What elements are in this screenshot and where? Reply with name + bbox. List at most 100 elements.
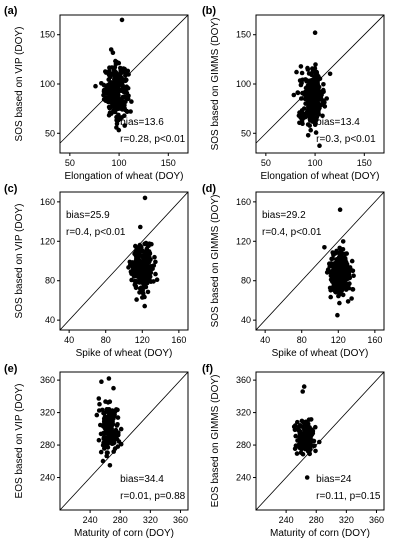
data-point (128, 109, 133, 114)
data-point (312, 30, 318, 35)
y-tick-label: 80 (241, 276, 251, 286)
plot-frame (255, 371, 385, 511)
x-tick-label: 320 (143, 515, 158, 525)
x-tick-label: 280 (309, 515, 324, 525)
data-point (145, 260, 151, 266)
data-point (339, 287, 345, 293)
data-point (298, 82, 304, 88)
data-point (293, 433, 299, 439)
data-point (305, 67, 311, 72)
data-point (308, 127, 314, 133)
y-tick-label: 80 (45, 276, 55, 286)
data-point (298, 64, 304, 69)
data-point (134, 258, 140, 263)
data-point (140, 253, 146, 259)
data-point (331, 252, 336, 258)
data-point (333, 290, 339, 295)
data-point (296, 424, 302, 430)
data-point (299, 96, 304, 101)
data-point (99, 379, 104, 385)
x-axis-label: Elongation of wheat (DOY) (261, 171, 380, 182)
data-point (305, 422, 311, 428)
data-point (137, 266, 143, 272)
data-point (308, 93, 314, 98)
data-point (340, 276, 346, 282)
data-point (111, 440, 117, 446)
x-axis-label: Maturity of corn (DOY) (270, 528, 370, 539)
data-point (328, 294, 334, 300)
data-point (306, 429, 311, 434)
data-point (97, 401, 102, 407)
data-point (331, 281, 337, 286)
data-point (110, 71, 115, 77)
panel-label: (e) (4, 363, 18, 375)
panel-label: (c) (4, 183, 18, 195)
panel-label: (b) (202, 5, 216, 17)
data-point (330, 256, 336, 261)
correlation-annotation: r=0.3, p<0.01 (316, 134, 376, 145)
data-point (307, 105, 313, 111)
data-point (126, 72, 131, 77)
data-point (310, 428, 316, 434)
data-point (98, 449, 104, 455)
data-point (118, 426, 124, 432)
data-point (313, 448, 318, 454)
data-point (294, 451, 300, 456)
data-point (327, 261, 332, 267)
data-point (122, 94, 127, 100)
data-point (121, 69, 126, 74)
data-point (114, 423, 120, 428)
data-point (118, 75, 123, 80)
x-tick-label: 240 (279, 515, 294, 525)
data-point (122, 123, 127, 128)
data-point (109, 423, 115, 428)
data-point (307, 447, 313, 453)
data-point (338, 251, 344, 256)
data-point (313, 130, 319, 135)
data-point (311, 79, 316, 84)
data-point (304, 475, 310, 480)
data-point (114, 87, 119, 93)
data-point (145, 270, 150, 276)
data-point (334, 268, 340, 274)
data-point (108, 47, 114, 52)
bias-annotation: bias=29.2 (262, 210, 306, 221)
data-point (93, 83, 98, 89)
data-point (299, 70, 305, 76)
data-point (128, 269, 134, 275)
y-tick-label: 280 (236, 440, 251, 450)
y-tick-label: 40 (45, 315, 55, 325)
data-point (123, 78, 128, 84)
data-point (114, 117, 119, 123)
y-tick-label: 360 (40, 375, 55, 385)
data-point (105, 82, 111, 88)
data-point (115, 444, 121, 449)
y-axis-label: EOS based on VIP (DOY) (14, 384, 25, 499)
data-point (119, 88, 124, 93)
data-point (138, 224, 143, 230)
y-tick-label: 240 (236, 473, 251, 483)
x-axis-label: Maturity of corn (DOY) (74, 528, 174, 539)
y-tick-label: 320 (236, 408, 251, 418)
data-point (313, 62, 318, 67)
one-to-one-line (256, 192, 384, 330)
data-point (116, 439, 122, 444)
plot-frame (59, 371, 189, 511)
y-tick-label: 120 (40, 236, 55, 246)
data-point (141, 279, 147, 285)
data-point (106, 429, 112, 435)
data-point (292, 423, 298, 428)
x-tick-label: 120 (135, 335, 150, 345)
data-point (120, 103, 126, 108)
data-point (133, 283, 138, 289)
data-point (349, 296, 354, 301)
data-point (339, 267, 344, 272)
data-point (149, 265, 154, 270)
data-point (324, 270, 330, 275)
data-point (301, 420, 307, 425)
data-point (351, 273, 356, 279)
data-point (315, 99, 320, 105)
data-point (291, 92, 297, 98)
x-tick-label: 280 (113, 515, 128, 525)
data-point (344, 281, 350, 287)
